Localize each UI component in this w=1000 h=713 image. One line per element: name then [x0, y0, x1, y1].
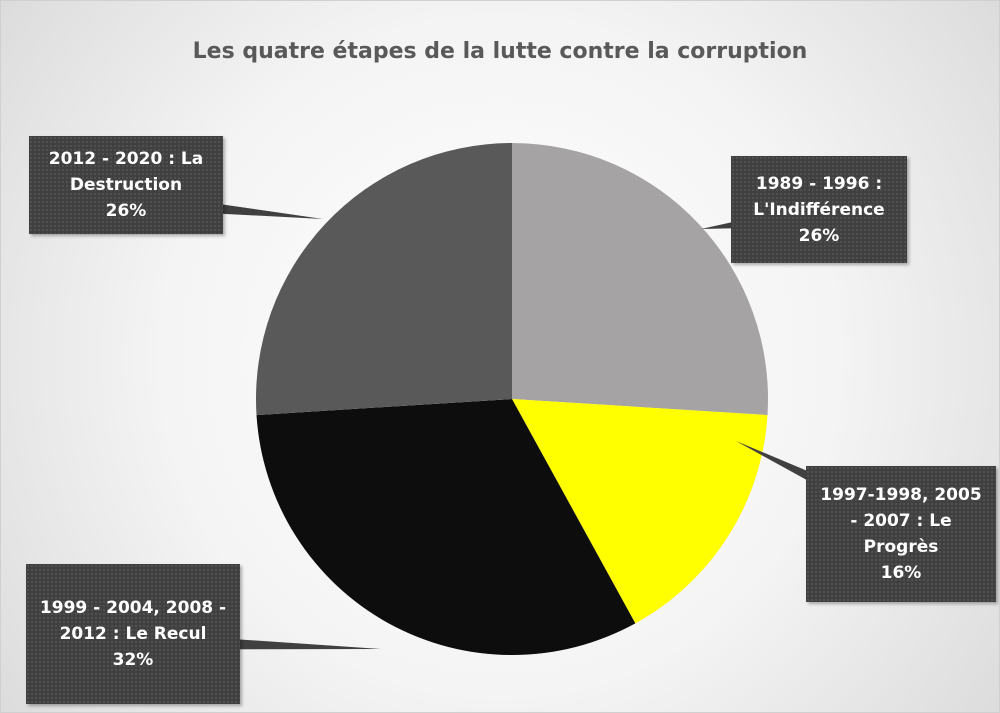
category-label: 1999 - 2004, 2008 - 2012 : Le Recul — [39, 598, 227, 644]
callout-pointer — [196, 636, 381, 650]
pie-slice — [512, 143, 768, 416]
chart-title: Les quatre étapes de la lutte contre la … — [192, 39, 808, 64]
pie-slice — [512, 399, 768, 624]
data-label: 1989 - 1996 : L'Indifférence 26% — [731, 156, 907, 263]
data-label: 2012 - 2020 : La Destruction 26% — [29, 136, 223, 234]
value-label: 26% — [798, 225, 840, 246]
category-label: 1989 - 1996 : L'Indifférence — [753, 173, 885, 220]
pie-slice — [256, 143, 512, 416]
value-label: 26% — [105, 201, 147, 221]
category-label: 1997-1998, 2005 - 2007 : Le Progrès — [820, 485, 982, 557]
category-label: 2012 - 2020 : La Destruction — [48, 149, 204, 195]
data-label: 1997-1998, 2005 - 2007 : Le Progrès 16% — [806, 466, 996, 602]
value-label: 16% — [880, 563, 922, 583]
pie-slice — [256, 399, 636, 655]
data-label: 1999 - 2004, 2008 - 2012 : Le Recul 32% — [26, 564, 240, 704]
value-label: 32% — [112, 650, 154, 670]
